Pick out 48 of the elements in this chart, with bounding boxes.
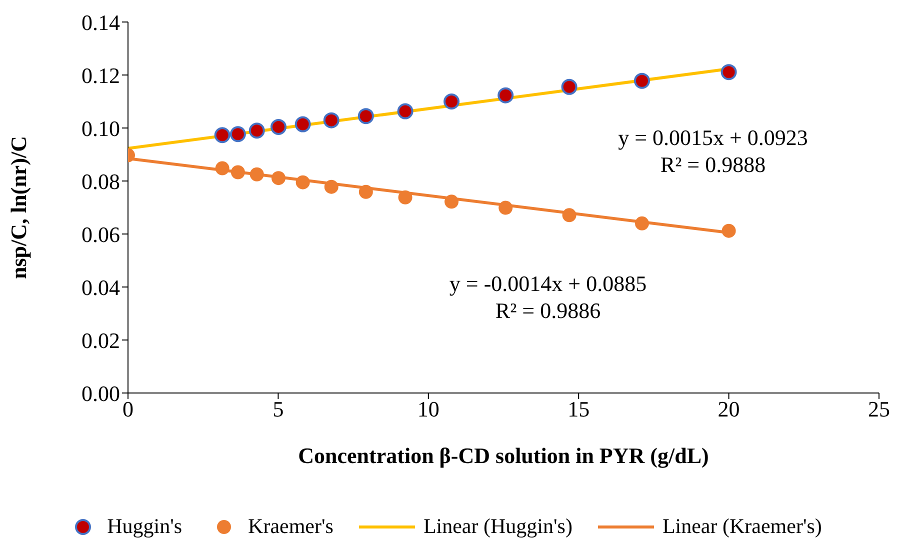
x-tick-label: 5	[272, 396, 284, 422]
point	[498, 87, 514, 104]
point	[634, 216, 649, 230]
point	[358, 184, 373, 199]
point	[634, 72, 650, 89]
annotation: y = 0.0015x + 0.0923 R² = 0.9888	[618, 125, 808, 177]
x-tick-label: 25	[868, 396, 890, 422]
point	[296, 175, 310, 190]
point	[358, 108, 374, 124]
y-tick-label: 0.08	[82, 168, 120, 194]
point	[272, 171, 286, 186]
point	[248, 122, 265, 139]
point	[324, 180, 338, 194]
y-tick-label: 0.12	[82, 62, 120, 88]
point	[722, 224, 736, 238]
y-tick-label: 0.06	[82, 222, 120, 247]
point	[498, 200, 513, 215]
legend-label: Kraemer's	[248, 514, 334, 539]
point	[323, 112, 340, 128]
point	[230, 165, 245, 180]
point	[561, 78, 578, 95]
legend-label: Linear (Huggin's)	[423, 514, 572, 539]
legend-label: Linear (Kraemer's)	[662, 514, 822, 539]
x-tick-label: 20	[718, 396, 740, 422]
x-tick-label: 10	[417, 396, 440, 422]
point	[397, 103, 414, 120]
point	[230, 126, 246, 142]
point	[294, 116, 311, 132]
y-tick-label: 0.10	[82, 116, 120, 141]
point	[444, 194, 459, 209]
y-tick-label: 0.00	[82, 380, 120, 406]
annotation: y = -0.0014x + 0.0885 R² = 0.9886	[449, 271, 647, 323]
y-tick-label: 0.14	[82, 10, 120, 35]
legend-label: Huggin's	[107, 514, 182, 539]
point	[270, 118, 286, 135]
x-axis-title: Concentration β-CD solution in PYR (g/dL)	[298, 443, 709, 468]
y-axis-title: nsp/C, ln(nr)/C	[6, 136, 31, 280]
point	[562, 208, 576, 222]
y-tick-label: 0.04	[82, 274, 120, 300]
y-tick-label: 0.02	[82, 328, 120, 353]
point	[720, 64, 737, 80]
point	[398, 190, 412, 204]
x-tick-label: 15	[568, 396, 590, 422]
point	[215, 161, 230, 176]
point	[214, 127, 230, 144]
x-tick-label: 0	[122, 396, 134, 422]
point	[250, 167, 264, 182]
point	[444, 94, 460, 110]
